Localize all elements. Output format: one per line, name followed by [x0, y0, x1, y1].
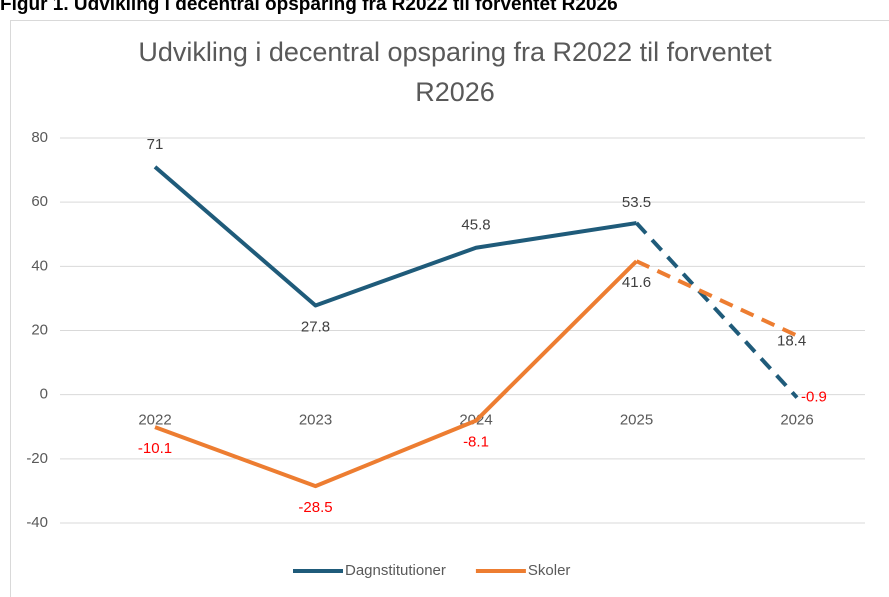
- data-label: 45.8: [461, 217, 490, 234]
- line: [635, 221, 799, 399]
- figure-caption: Figur 1. Udvikling i decentral opsparing…: [0, 0, 618, 15]
- line: [635, 259, 798, 338]
- line: [154, 259, 638, 489]
- legend-label: Skoler: [528, 562, 571, 579]
- y-tick-label: -40: [26, 514, 48, 531]
- data-label: 53.5: [622, 194, 651, 211]
- data-label: -28.5: [298, 499, 332, 516]
- y-tick-label: 40: [31, 257, 48, 274]
- chart-frame: [10, 20, 889, 597]
- x-tick-label: 2025: [620, 412, 653, 429]
- line: [153, 165, 637, 308]
- data-label: -10.1: [138, 440, 172, 457]
- y-tick-label: -20: [26, 450, 48, 467]
- legend-label: Dagnstitutioner: [345, 562, 446, 579]
- y-tick-label: 0: [40, 386, 48, 403]
- data-label: 27.8: [301, 318, 330, 335]
- y-tick-label: 80: [31, 129, 48, 146]
- x-tick-label: 2026: [780, 412, 813, 429]
- data-label: -8.1: [463, 434, 489, 451]
- data-label: 41.6: [622, 274, 651, 291]
- y-tick-label: 20: [31, 321, 48, 338]
- data-label: 71: [147, 136, 164, 153]
- x-tick-label: 2022: [138, 412, 171, 429]
- chart-title: Udvikling i decentral opsparing fra R202…: [138, 37, 772, 107]
- y-tick-label: 60: [31, 193, 48, 210]
- data-label: -0.9: [801, 389, 827, 406]
- x-tick-label: 2023: [299, 412, 332, 429]
- data-label: 18.4: [777, 333, 806, 350]
